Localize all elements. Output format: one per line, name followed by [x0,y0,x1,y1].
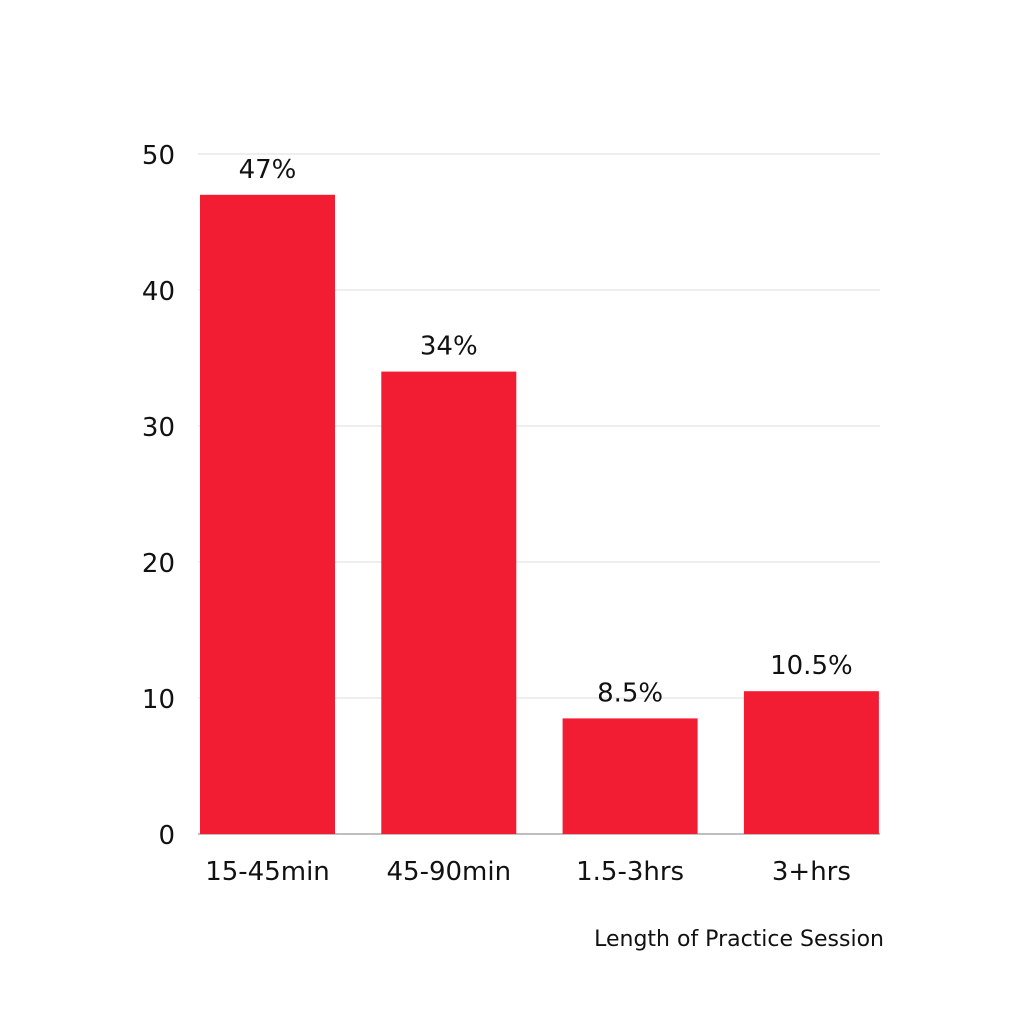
x-tick-label: 15-45min [205,857,330,887]
y-tick-label: 30 [142,413,175,443]
bar-1.5-3hrs [562,718,698,834]
y-axis-ticks: 0 10 20 30 40 50 [142,141,175,851]
y-tick-label: 0 [158,821,175,851]
data-label: 10.5% [770,651,853,681]
bar-3+hrs [743,691,879,834]
y-tick-label: 10 [142,685,175,715]
y-tick-label: 20 [142,549,175,579]
bar-15-45min [200,194,335,835]
x-tick-label: 3+hrs [772,857,851,887]
data-label: 8.5% [597,678,663,708]
y-tick-label: 50 [142,141,175,171]
x-tick-label: 1.5-3hrs [576,857,684,887]
x-axis-label: Length of Practice Session [594,927,884,952]
bar-45-90min [381,371,517,834]
x-axis-ticks: 15-45min 45-90min 1.5-3hrs 3+hrs [205,857,851,887]
x-tick-label: 45-90min [387,857,512,887]
bars: 47% 34% 8.5% 10.5% [200,155,879,835]
y-tick-label: 40 [142,277,175,307]
data-label: 34% [420,332,478,362]
data-label: 47% [239,155,297,185]
